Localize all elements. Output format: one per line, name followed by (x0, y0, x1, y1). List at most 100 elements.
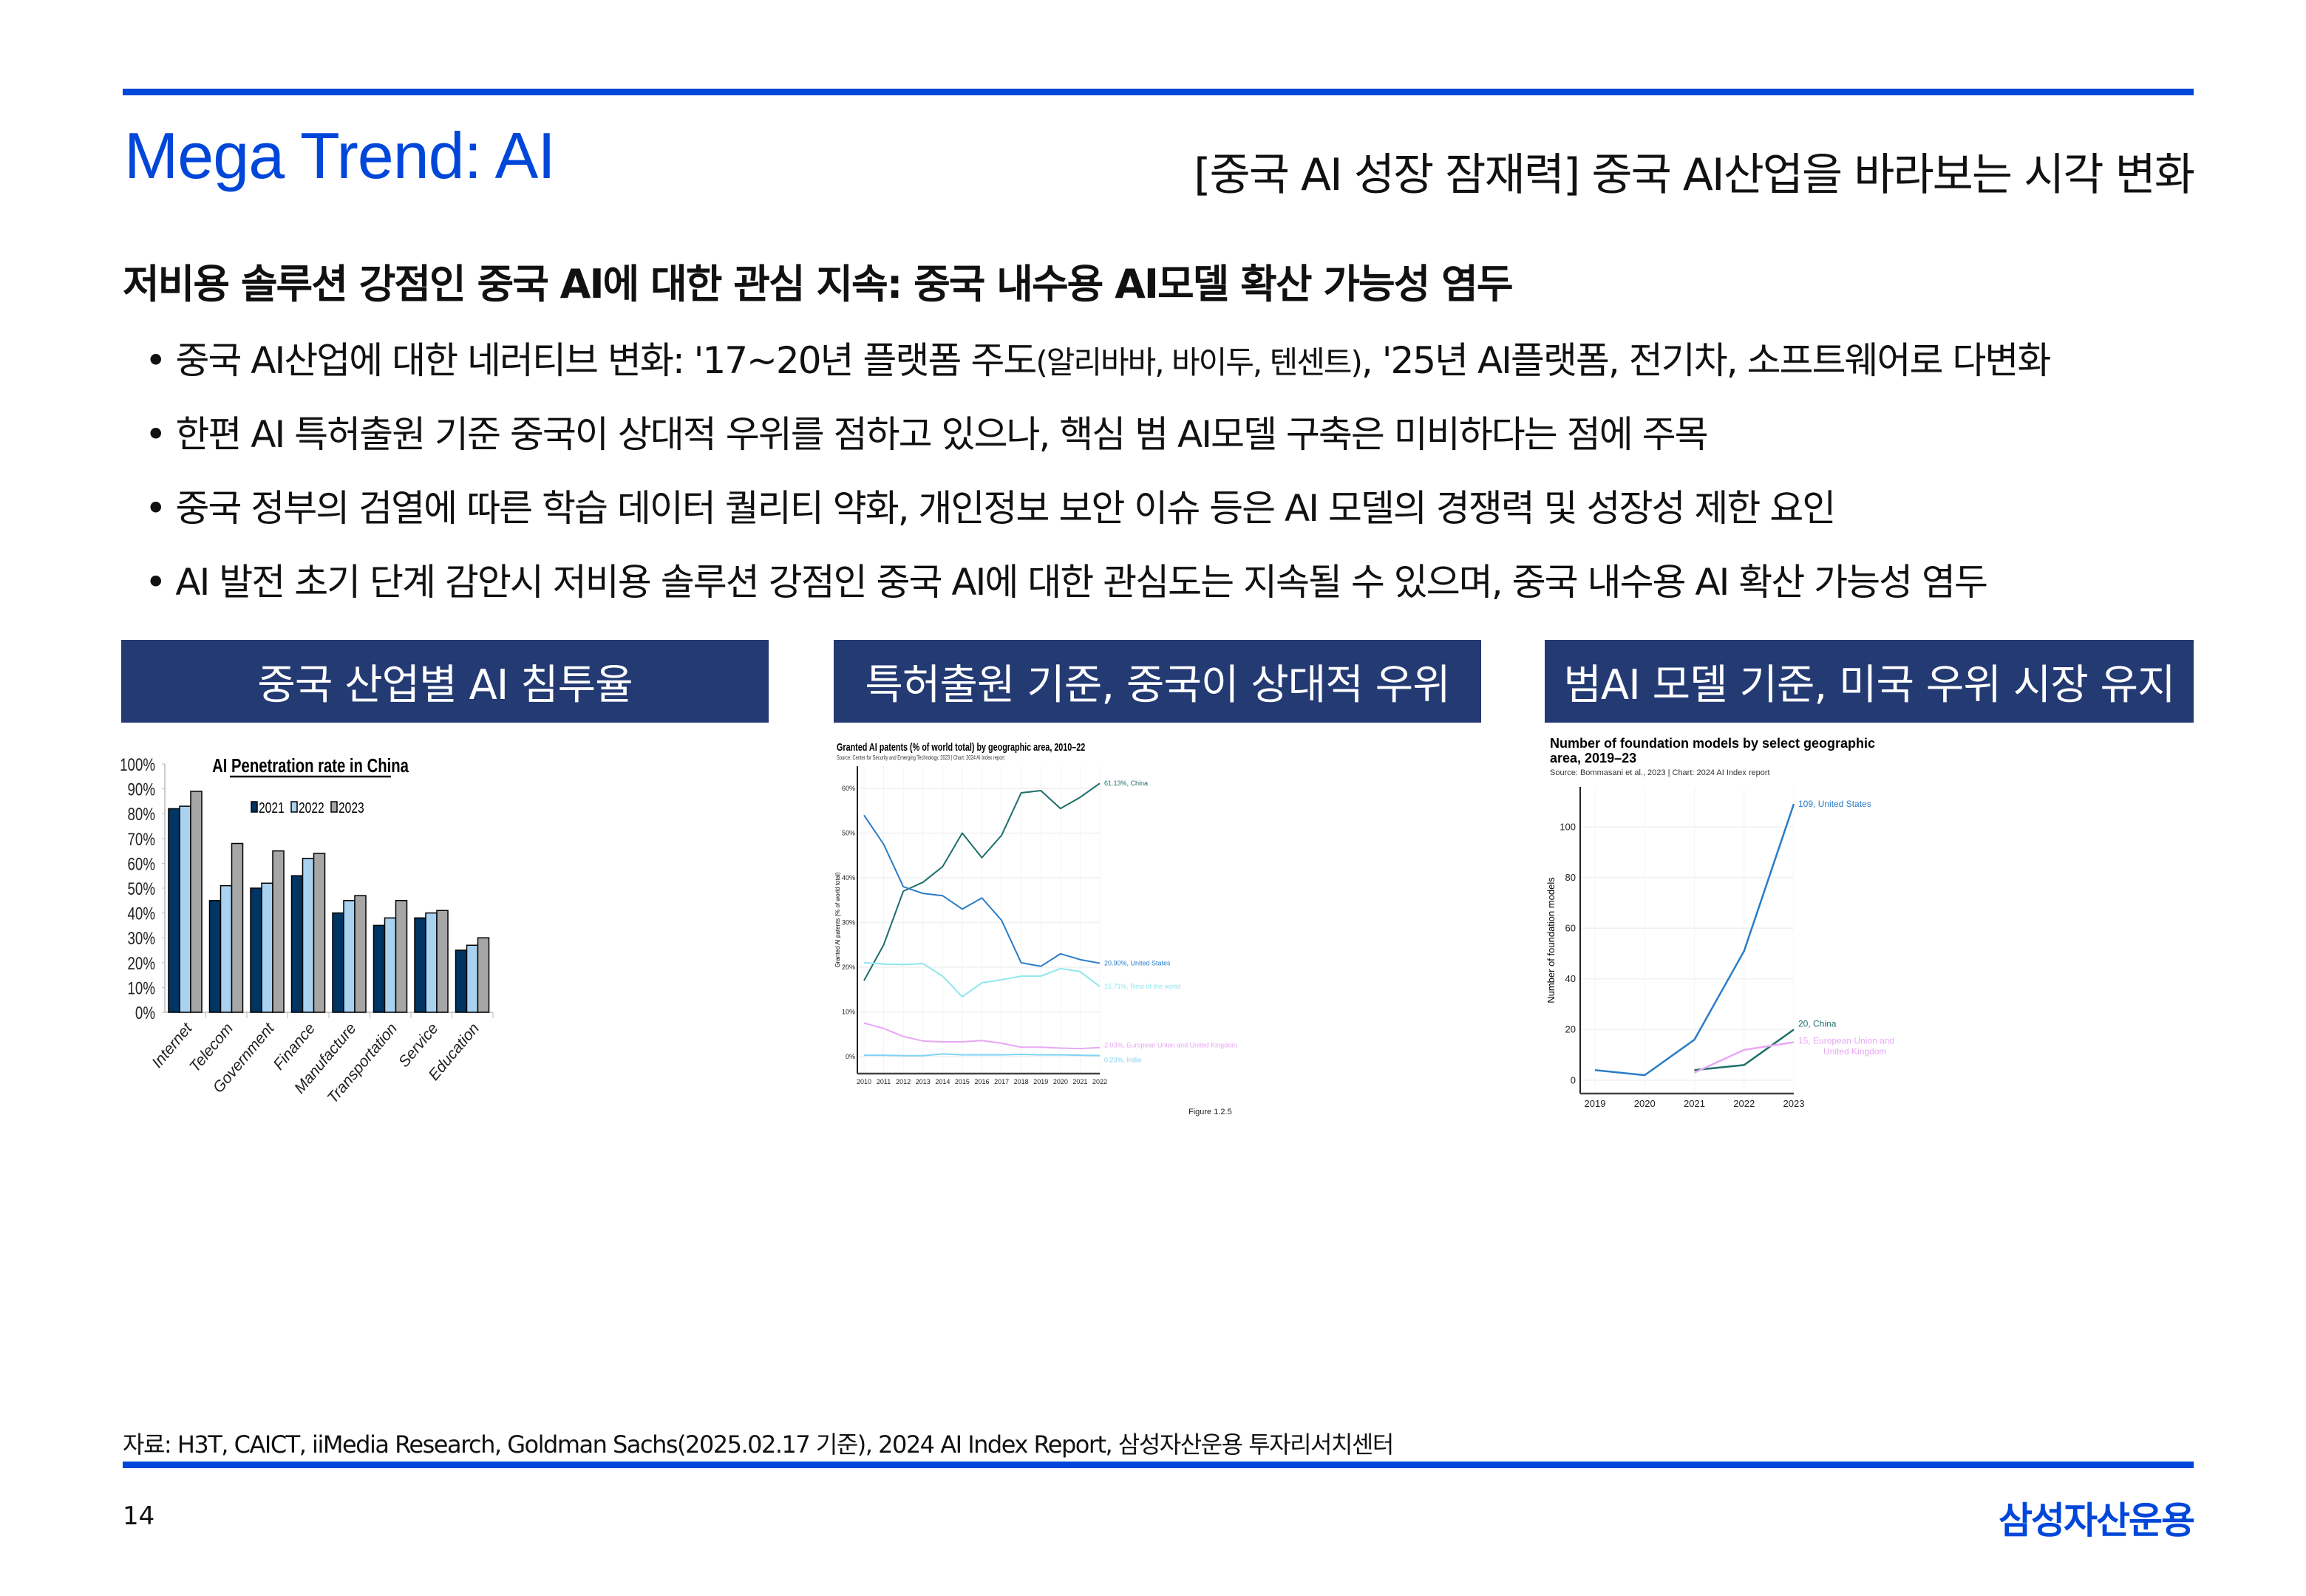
series-end-label: 61.13%, China (1104, 780, 1148, 787)
x-tick-label: 2014 (935, 1078, 950, 1085)
penetration-bar-chart: AI Penetration rate in China 0% 10% 20% 30% 4… (120, 755, 494, 1107)
bar-government-2022 (261, 882, 273, 1013)
top-rule (123, 89, 2194, 95)
bar-government-2023 (272, 850, 285, 1013)
bullet-text: • 중국 정부의 검열에 따른 학습 데이터 퀄리티 약화, 개인정보 보안 이… (145, 487, 1836, 530)
page-number: 14 (123, 1501, 155, 1531)
y-tick-label: 80 (1565, 872, 1576, 883)
x-tick-label: 2016 (974, 1078, 989, 1085)
bullet-small-text: (알리바바, 바이두, 텐센트) (1035, 344, 1363, 381)
foundation-models-line-chart: Number of foundation models by select ge… (1545, 736, 1894, 1109)
series-end-label: 20.90%, United States (1104, 960, 1171, 967)
bar-internet-2021 (168, 808, 180, 1013)
bullet-1: • 중국 AI산업에 대한 네러티브 변화: '17~20년 플랫폼 주도(알리… (145, 331, 2051, 384)
series-line-china (863, 782, 1101, 981)
series-line-united-states (1594, 803, 1795, 1077)
x-tick-label: 2022 (1733, 1098, 1755, 1109)
chart-source: Source: Bommasani et al., 2023 | Chart: … (1550, 768, 1770, 777)
series-line-european-union-and-united-kingdom (863, 1022, 1101, 1050)
x-tick-label: 2019 (1585, 1098, 1606, 1109)
chart-title: Number of foundation models by select ge… (1550, 736, 1875, 751)
series-end-label: 15.71%, Rest of the world (1104, 983, 1180, 990)
x-tick-label: 2018 (1014, 1078, 1029, 1085)
bullet-text: • 중국 AI산업에 대한 네러티브 변화: '17~20년 플랫폼 주도 (145, 339, 1037, 382)
bar-transportation-2021 (373, 924, 386, 1013)
bar-finance-2022 (302, 857, 315, 1013)
y-tick-label: 10% (128, 978, 155, 998)
x-tick-label: 2015 (955, 1078, 970, 1085)
series-end-label: 109, United States (1798, 799, 1871, 809)
bullet-text: , '25년 AI플랫폼, 전기차, 소프트웨어로 다변화 (1361, 339, 2051, 382)
x-tick-label: 2019 (1033, 1078, 1048, 1085)
y-tick-label: 0 (1571, 1074, 1576, 1085)
y-tick-label: 40% (128, 904, 155, 924)
y-tick-label: 60% (128, 854, 155, 874)
bar-government-2021 (250, 887, 262, 1013)
y-tick-label: 20% (128, 954, 155, 974)
x-tick-label: 2023 (1783, 1098, 1805, 1109)
bar-manufacture-2022 (343, 900, 356, 1013)
series-line-european-union-and-united-kingdom (1693, 1041, 1795, 1074)
bar-finance-2023 (313, 853, 326, 1013)
x-tick-label: 2012 (896, 1078, 911, 1085)
x-tick-label: 2021 (1072, 1078, 1087, 1085)
series-end-label: 20, China (1798, 1018, 1837, 1029)
series-line-india (864, 1053, 1101, 1057)
bar-service-2023 (436, 910, 449, 1013)
subheading: 저비용 솔루션 강점인 중국 AI에 대한 관심 지속: 중국 내수용 AI모델… (123, 261, 1514, 307)
bullet-text: • 한편 AI 특허출원 기준 중국이 상대적 우위를 점하고 있으나, 핵심 … (145, 413, 1709, 456)
legend-swatch (330, 801, 338, 813)
x-tick-label: 2017 (994, 1078, 1009, 1085)
y-tick-label: 50% (128, 879, 155, 899)
series-end-label: 2.03%, European Union and United Kingdom (1104, 1042, 1237, 1049)
bar-education-2021 (455, 949, 468, 1013)
y-tick-label: 30% (842, 919, 855, 927)
patents-line-chart: Granted AI patents (% of world total) by… (834, 740, 1237, 1116)
y-tick-label: 60 (1565, 923, 1576, 934)
bar-telecom-2021 (208, 900, 222, 1013)
bar-service-2022 (425, 912, 438, 1013)
bar-manufacture-2023 (354, 895, 367, 1013)
series-end-label: 15, European Union and (1798, 1036, 1894, 1046)
y-tick-label: 30% (128, 929, 155, 949)
series-end-label: United Kingdom (1823, 1046, 1886, 1057)
y-axis-title: Granted AI patents (% of world total) (834, 872, 841, 967)
bar-internet-2022 (179, 805, 191, 1013)
panel-header-foundation: 범AI 모델 기준, 미국 우위 시장 유지 (1545, 640, 2194, 723)
y-tick-label: 0% (135, 1003, 155, 1023)
bottom-rule (123, 1462, 2194, 1468)
bar-service-2021 (414, 917, 426, 1013)
y-tick-label: 80% (128, 805, 155, 825)
legend-label: 2023 (339, 799, 364, 816)
legend-label: 2021 (259, 799, 285, 816)
bullet-4: • AI 발전 초기 단계 감안시 저비용 솔루션 강점인 중국 AI에 대한 … (145, 553, 1988, 606)
y-tick-label: 50% (842, 830, 855, 837)
y-tick-label: 90% (128, 780, 155, 799)
bar-transportation-2023 (395, 900, 408, 1013)
y-tick-label: 20 (1565, 1024, 1576, 1035)
bar-telecom-2023 (231, 842, 244, 1013)
bar-manufacture-2021 (332, 912, 344, 1013)
bar-telecom-2022 (220, 884, 233, 1013)
x-tick-label: 2011 (877, 1078, 891, 1085)
series-line-china (1694, 1029, 1795, 1071)
y-tick-label: 100% (120, 755, 155, 775)
bar-internet-2023 (190, 791, 203, 1013)
bar-transportation-2022 (384, 917, 397, 1013)
y-tick-label: 20% (842, 964, 855, 971)
x-tick-label: 2013 (916, 1078, 931, 1085)
legend-swatch (251, 801, 258, 813)
page-title: Mega Trend: AI (124, 119, 556, 192)
y-tick-label: 40 (1565, 973, 1576, 984)
legend-label: 2022 (299, 799, 324, 816)
y-tick-label: 40% (842, 874, 855, 881)
figure-note: Figure 1.2.5 (1188, 1108, 1232, 1116)
x-tick-label: 2020 (1053, 1078, 1068, 1085)
bar-education-2022 (466, 944, 479, 1013)
x-tick-label: 2022 (1092, 1078, 1107, 1085)
y-tick-label: 100 (1560, 821, 1576, 832)
series-line-rest-of-the-world (863, 961, 1101, 998)
y-axis-title: Number of foundation models (1545, 877, 1557, 1003)
y-tick-label: 0% (846, 1053, 855, 1060)
legend-swatch (290, 801, 298, 813)
